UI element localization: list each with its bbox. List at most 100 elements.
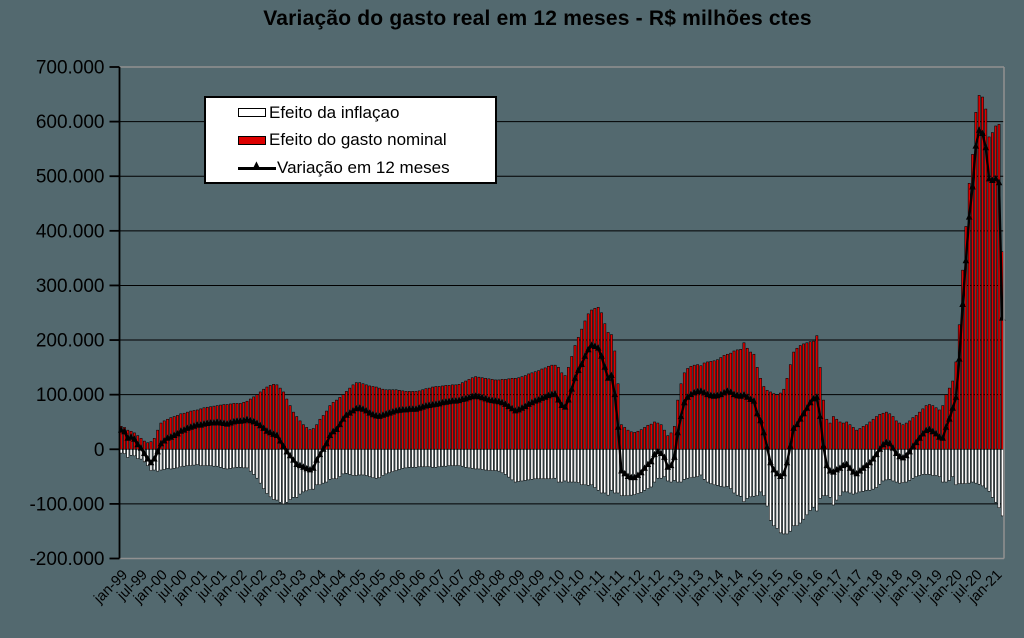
- bar-efeito-gasto-nominal: [596, 307, 600, 450]
- y-tick-label: 400.000: [36, 221, 105, 242]
- line-marker: [985, 175, 993, 182]
- bar-efeito-gasto-nominal: [477, 376, 481, 450]
- line-marker: [174, 430, 181, 437]
- bar-efeito-gasto-nominal: [384, 389, 388, 450]
- bar-efeito-inflacao: [560, 449, 564, 483]
- bar-efeito-gasto-nominal: [623, 427, 627, 450]
- bar-efeito-gasto-nominal: [543, 367, 547, 450]
- bar-efeito-gasto-nominal: [918, 411, 921, 450]
- line-marker: [939, 434, 946, 441]
- bar-efeito-gasto-nominal: [328, 405, 332, 450]
- bar-efeito-gasto-nominal: [235, 403, 239, 450]
- line-marker: [747, 395, 754, 402]
- bar-efeito-gasto-nominal: [586, 313, 590, 450]
- line-marker: [127, 433, 135, 440]
- bar-efeito-gasto-nominal: [898, 422, 902, 450]
- bar-efeito-gasto-nominal: [487, 378, 491, 450]
- bar-efeito-inflacao: [553, 449, 557, 479]
- bar-efeito-gasto-nominal: [199, 408, 203, 450]
- line-marker: [571, 374, 579, 381]
- bar-efeito-inflacao: [368, 449, 371, 477]
- bar-efeito-gasto-nominal: [146, 442, 150, 450]
- bar-efeito-gasto-nominal: [600, 312, 603, 450]
- bar-efeito-gasto-nominal: [782, 388, 786, 450]
- bar-efeito-gasto-nominal: [858, 428, 862, 450]
- y-tick-label: -200.000: [29, 549, 104, 570]
- bar-efeito-inflacao: [391, 449, 395, 472]
- bar-efeito-gasto-nominal: [417, 390, 421, 450]
- bar-efeito-inflacao: [765, 449, 769, 507]
- bar-efeito-inflacao: [706, 449, 709, 483]
- bar-efeito-gasto-nominal: [719, 357, 723, 450]
- bar-efeito-inflacao: [268, 449, 272, 498]
- bar-efeito-inflacao: [235, 449, 239, 468]
- line-marker: [167, 433, 175, 440]
- bar-efeito-gasto-nominal: [798, 345, 802, 450]
- bar-efeito-gasto-nominal: [666, 435, 670, 450]
- bar-efeito-inflacao: [967, 449, 971, 484]
- line-marker: [773, 469, 781, 477]
- bar-efeito-inflacao: [752, 449, 756, 497]
- bar-efeito-inflacao: [494, 449, 497, 471]
- bar-efeito-inflacao: [739, 449, 743, 497]
- line-marker: [700, 389, 708, 396]
- line-marker: [366, 409, 373, 416]
- line-marker: [349, 407, 357, 414]
- bar-efeito-gasto-nominal: [441, 385, 444, 450]
- bar-efeito-inflacao: [258, 449, 262, 484]
- bar-efeito-inflacao: [606, 449, 610, 496]
- line-marker: [257, 421, 264, 429]
- bar-efeito-gasto-nominal: [318, 418, 322, 450]
- bar-efeito-inflacao: [590, 449, 593, 486]
- line-marker: [667, 461, 675, 469]
- bar-efeito-gasto-nominal: [497, 379, 501, 450]
- bar-efeito-inflacao: [255, 449, 259, 479]
- line-marker: [601, 363, 609, 370]
- bar-efeito-gasto-nominal: [649, 423, 653, 450]
- bar-efeito-gasto-nominal: [507, 378, 511, 450]
- bar-efeito-gasto-nominal: [639, 429, 643, 450]
- line-marker: [502, 400, 509, 407]
- line-marker: [160, 437, 168, 444]
- line-marker: [820, 442, 827, 449]
- bar-efeito-inflacao: [172, 449, 176, 469]
- bar-efeito-inflacao: [275, 449, 279, 501]
- y-tick-label: 600.000: [36, 112, 105, 133]
- bar-efeito-gasto-nominal: [494, 379, 497, 450]
- bar-efeito-inflacao: [447, 449, 451, 466]
- line-marker: [972, 142, 980, 149]
- line-marker: [498, 398, 506, 406]
- bar-efeito-gasto-nominal: [202, 407, 206, 450]
- bar-efeito-gasto-nominal: [878, 414, 882, 450]
- bar-efeito-gasto-nominal: [550, 364, 554, 450]
- bar-efeito-inflacao: [454, 449, 458, 466]
- bar-efeito-inflacao: [719, 449, 723, 487]
- bar-efeito-gasto-nominal: [762, 386, 766, 450]
- line-marker: [631, 473, 638, 481]
- line-marker: [316, 450, 324, 458]
- line-marker: [253, 419, 261, 426]
- bar-efeito-inflacao: [987, 449, 991, 492]
- bar-efeito-gasto-nominal: [769, 391, 772, 450]
- bar-efeito-gasto-nominal: [629, 431, 633, 450]
- bar-efeito-gasto-nominal: [474, 376, 477, 450]
- bar-efeito-inflacao: [745, 449, 749, 499]
- line-marker: [594, 344, 602, 351]
- bar-efeito-inflacao: [398, 449, 401, 470]
- line-marker: [965, 213, 973, 220]
- bar-efeito-gasto-nominal: [941, 405, 945, 450]
- bar-efeito-inflacao: [460, 449, 464, 467]
- bar-efeito-inflacao: [374, 449, 378, 479]
- bar-efeito-gasto-nominal: [984, 108, 988, 450]
- bar-efeito-inflacao: [192, 449, 196, 466]
- bar-efeito-gasto-nominal: [888, 413, 892, 450]
- bar-efeito-gasto-nominal: [828, 422, 832, 450]
- bar-efeito-gasto-nominal: [911, 417, 915, 450]
- bar-efeito-gasto-nominal: [434, 386, 438, 450]
- bar-efeito-gasto-nominal: [981, 96, 984, 450]
- bar-efeito-inflacao: [676, 449, 680, 483]
- line-marker: [797, 415, 804, 422]
- bar-efeito-gasto-nominal: [275, 384, 279, 450]
- bar-efeito-gasto-nominal: [460, 382, 464, 450]
